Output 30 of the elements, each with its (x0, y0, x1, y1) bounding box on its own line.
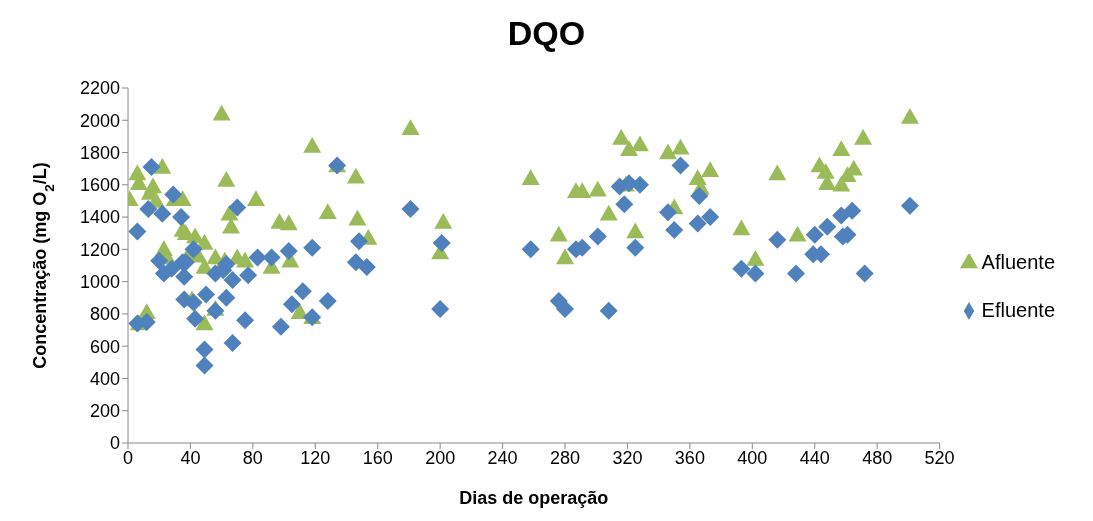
y-tick-label: 1400 (79, 207, 120, 228)
y-tick-label: 1200 (79, 239, 120, 260)
y-tick-label: 800 (89, 304, 120, 325)
x-axis-title: Dias de operação (459, 487, 609, 508)
x-tick-label: 120 (300, 447, 331, 468)
y-tick-label: 2200 (79, 78, 120, 99)
y-tick-label: 0 (109, 433, 120, 454)
x-tick-label: 0 (122, 447, 134, 468)
y-tick-label: 2000 (79, 110, 120, 131)
x-tick-label: 280 (550, 447, 581, 468)
x-tick-label: 360 (674, 447, 705, 468)
x-tick-label: 240 (487, 447, 518, 468)
y-tick-label: 1600 (79, 175, 120, 196)
chart-title: DQO (506, 13, 587, 54)
x-tick-label: 320 (612, 447, 643, 468)
y-tick-label: 200 (89, 401, 120, 422)
legend-label: Efluente (981, 298, 1055, 321)
x-tick-label: 440 (799, 447, 830, 468)
x-tick-label: 480 (862, 447, 893, 468)
x-tick-label: 400 (737, 447, 768, 468)
x-tick-label: 160 (362, 447, 393, 468)
x-tick-label: 200 (425, 447, 456, 468)
y-tick-label: 600 (89, 336, 120, 357)
x-tick-label: 40 (180, 447, 201, 468)
y-tick-label: 1000 (79, 272, 120, 293)
x-tick-label: 520 (924, 447, 955, 468)
x-tick-label: 80 (242, 447, 263, 468)
legend-label: Afluente (981, 250, 1055, 273)
y-tick-label: 400 (89, 368, 120, 389)
y-tick-label: 1800 (79, 142, 120, 163)
